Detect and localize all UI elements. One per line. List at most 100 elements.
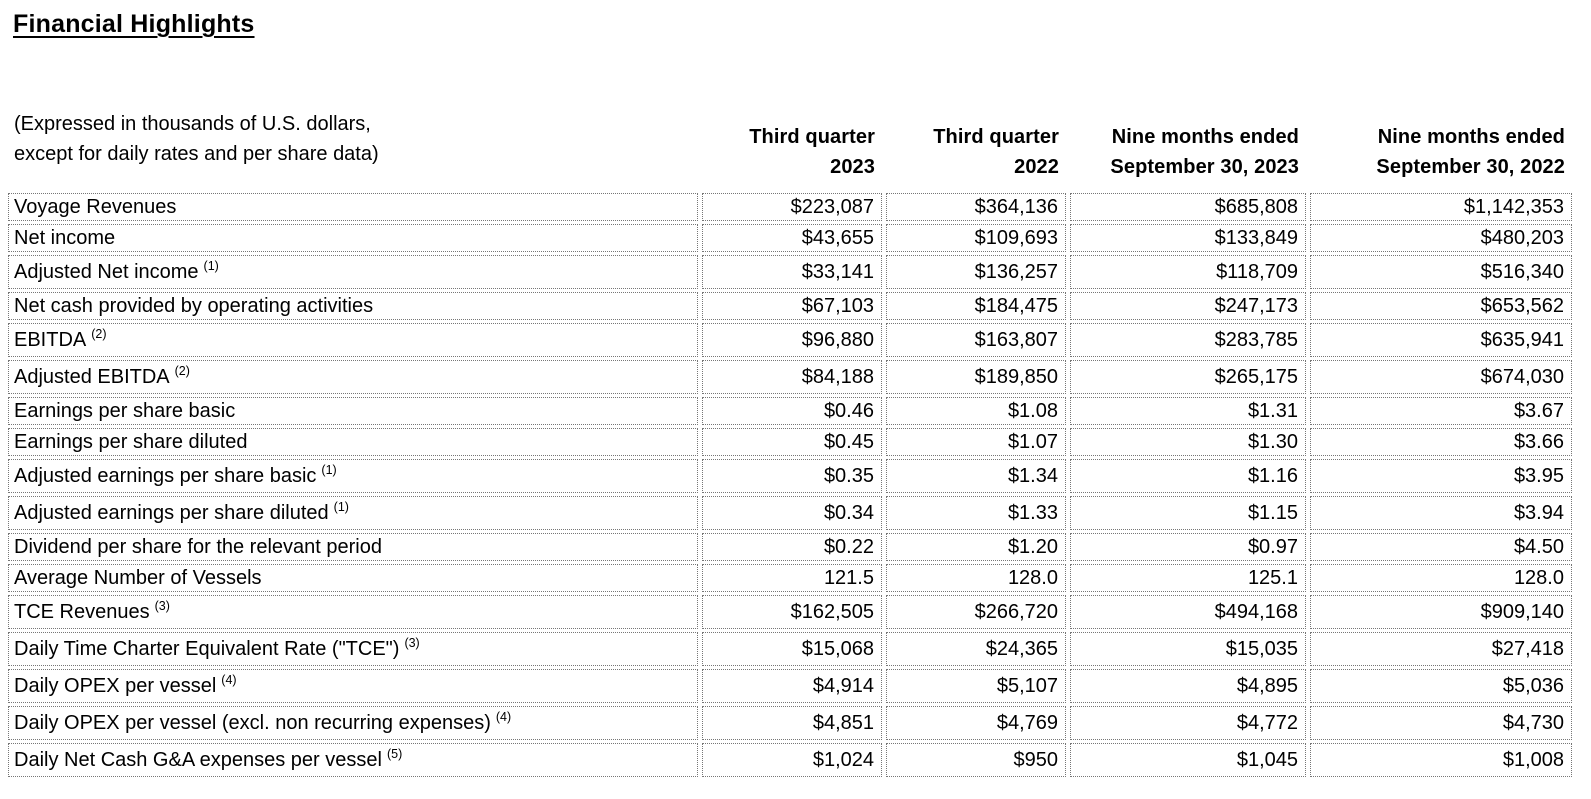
table-row: Net income $43,655 $109,693 $133,849 $48… (8, 224, 1591, 252)
row-label-cell: Daily Net Cash G&A expenses per vessel (5… (8, 743, 698, 777)
row-label-cell: Voyage Revenues (8, 193, 698, 221)
column-header-nine-months-2023: Nine months ended September 30, 2023 (1110, 126, 1299, 178)
column-header-third-quarter-2022: Third quarter 2022 (933, 126, 1059, 178)
footnote-marker: (1) (333, 499, 349, 514)
footnote-marker: (1) (321, 462, 337, 477)
cell-value: $3.94 (1310, 496, 1572, 530)
cell-value: $4,769 (886, 706, 1066, 740)
cell-value: $15,068 (702, 632, 882, 666)
row-label-cell: Net income (8, 224, 698, 252)
cell-value: $1,045 (1070, 743, 1306, 777)
cell-value: $33,141 (702, 255, 882, 289)
table-row: Adjusted EBITDA (2) $84,188 $189,850 $265… (8, 360, 1591, 394)
footnote-marker: (4) (221, 672, 237, 687)
cell-value: $1,008 (1310, 743, 1572, 777)
cell-value: $223,087 (702, 193, 882, 221)
footnote-marker: (3) (404, 635, 420, 650)
cell-value: $84,188 (702, 360, 882, 394)
table-row: Daily Time Charter Equivalent Rate ("TCE… (8, 632, 1591, 666)
cell-value: $4,851 (702, 706, 882, 740)
cell-value: $0.45 (702, 428, 882, 456)
cell-value: $4,895 (1070, 669, 1306, 703)
table-row: TCE Revenues (3) $162,505 $266,720 $494,1… (8, 595, 1591, 629)
row-label: Dividend per share for the relevant peri… (14, 535, 382, 558)
cell-value: 121.5 (702, 564, 882, 592)
cell-value: 128.0 (1310, 564, 1572, 592)
cell-value: $1.30 (1070, 428, 1306, 456)
cell-value: $163,807 (886, 323, 1066, 357)
table-row: Voyage Revenues $223,087 $364,136 $685,8… (8, 193, 1591, 221)
cell-value: $3.67 (1310, 397, 1572, 425)
table-row: Daily Net Cash G&A expenses per vessel (5… (8, 743, 1591, 777)
table-header: (Expressed in thousands of U.S. dollars,… (8, 109, 1591, 182)
row-label-cell: TCE Revenues (3) (8, 595, 698, 629)
cell-value: $494,168 (1070, 595, 1306, 629)
row-label: Daily OPEX per vessel (excl. non recurri… (14, 709, 512, 734)
row-label: Daily OPEX per vessel (4) (14, 672, 237, 697)
row-label: Net cash provided by operating activitie… (14, 294, 374, 317)
cell-value: $4,730 (1310, 706, 1572, 740)
row-label-cell: Daily OPEX per vessel (4) (8, 669, 698, 703)
cell-value: $0.97 (1070, 533, 1306, 561)
cell-value: $1.33 (886, 496, 1066, 530)
cell-value: $133,849 (1070, 224, 1306, 252)
cell-value: $685,808 (1070, 193, 1306, 221)
row-label-cell: Daily OPEX per vessel (excl. non recurri… (8, 706, 698, 740)
row-label: Adjusted earnings per share diluted (1) (14, 499, 349, 524)
cell-value: $0.22 (702, 533, 882, 561)
table-row: Daily OPEX per vessel (excl. non recurri… (8, 706, 1591, 740)
row-label: Adjusted EBITDA (2) (14, 363, 190, 388)
row-label-cell: Daily Time Charter Equivalent Rate ("TCE… (8, 632, 698, 666)
footnote-marker: (2) (91, 326, 107, 341)
row-label-cell: EBITDA (2) (8, 323, 698, 357)
cell-value: $4.50 (1310, 533, 1572, 561)
cell-value: $0.34 (702, 496, 882, 530)
table-row: Earnings per share diluted $0.45 $1.07 $… (8, 428, 1591, 456)
cell-value: $43,655 (702, 224, 882, 252)
table-row: Adjusted earnings per share basic (1) $0.… (8, 459, 1591, 493)
cell-value: $136,257 (886, 255, 1066, 289)
cell-value: $3.95 (1310, 459, 1572, 493)
cell-value: $27,418 (1310, 632, 1572, 666)
document-page: Financial Highlights (Expressed in thous… (0, 10, 1591, 799)
cell-value: $3.66 (1310, 428, 1572, 456)
cell-value: $109,693 (886, 224, 1066, 252)
cell-value: $674,030 (1310, 360, 1572, 394)
table-row: Earnings per share basic $0.46 $1.08 $1.… (8, 397, 1591, 425)
cell-value: $480,203 (1310, 224, 1572, 252)
footnote-marker: (4) (495, 709, 512, 724)
row-label-cell: Dividend per share for the relevant peri… (8, 533, 698, 561)
cell-value: $1,142,353 (1310, 193, 1572, 221)
table-row: EBITDA (2) $96,880 $163,807 $283,785 $635… (8, 323, 1591, 357)
financial-highlights-table: (Expressed in thousands of U.S. dollars,… (8, 109, 1591, 777)
cell-value: $5,107 (886, 669, 1066, 703)
cell-value: $1.31 (1070, 397, 1306, 425)
cell-value: $950 (886, 743, 1066, 777)
cell-value: $266,720 (886, 595, 1066, 629)
cell-value: $67,103 (702, 292, 882, 320)
cell-value: $1.08 (886, 397, 1066, 425)
row-label-cell: Earnings per share diluted (8, 428, 698, 456)
document-subtitle: (Expressed in thousands of U.S. dollars,… (8, 109, 698, 182)
cell-value: $283,785 (1070, 323, 1306, 357)
cell-value: $1.07 (886, 428, 1066, 456)
cell-value: $1.34 (886, 459, 1066, 493)
cell-value: $118,709 (1070, 255, 1306, 289)
cell-value: $265,175 (1070, 360, 1306, 394)
row-label: Earnings per share basic (14, 399, 236, 422)
cell-value: $909,140 (1310, 595, 1572, 629)
table-row: Dividend per share for the relevant peri… (8, 533, 1591, 561)
row-label-cell: Earnings per share basic (8, 397, 698, 425)
row-label-cell: Net cash provided by operating activitie… (8, 292, 698, 320)
row-label-cell: Adjusted earnings per share diluted (1) (8, 496, 698, 530)
cell-value: $4,914 (702, 669, 882, 703)
row-label: Adjusted earnings per share basic (1) (14, 462, 337, 487)
cell-value: $0.46 (702, 397, 882, 425)
cell-value: $24,365 (886, 632, 1066, 666)
footnote-marker: (3) (154, 598, 170, 613)
row-label-cell: Adjusted Net income (1) (8, 255, 698, 289)
row-label: Net income (14, 226, 116, 249)
cell-value: $162,505 (702, 595, 882, 629)
row-label: EBITDA (2) (14, 326, 107, 351)
cell-value: $96,880 (702, 323, 882, 357)
